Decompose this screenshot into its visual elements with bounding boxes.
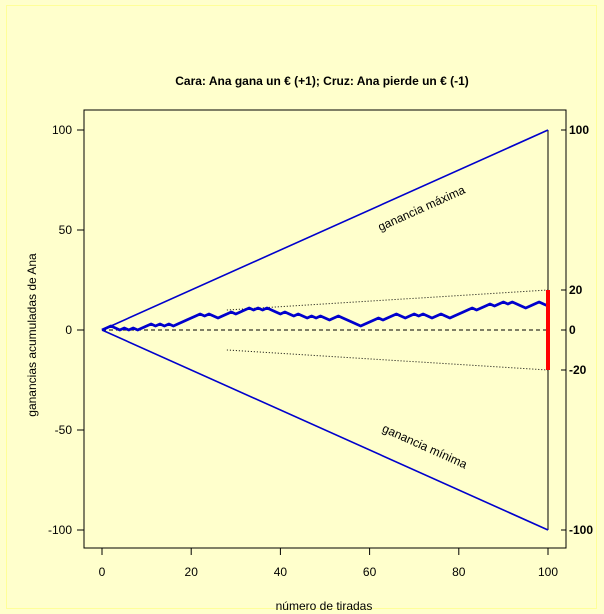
x-tick-label: 40 <box>274 565 288 579</box>
max-gain-line <box>101 129 549 331</box>
min-gain-line <box>101 329 549 531</box>
y-tick-label: 100 <box>52 123 72 137</box>
y-tick-label: -50 <box>55 423 73 437</box>
y-tick-label: 50 <box>59 223 73 237</box>
y-tick-label: 0 <box>65 323 72 337</box>
right-tick-label: 0 <box>569 323 576 337</box>
dotted-lower-bound <box>226 349 549 371</box>
annotation-max-gain: ganancia máxima <box>376 183 468 234</box>
plot-box <box>83 109 567 549</box>
right-tick-label: 100 <box>569 123 589 137</box>
dotted-upper-bound <box>226 289 549 311</box>
series-line <box>101 300 549 332</box>
x-tick-label: 60 <box>363 565 377 579</box>
x-tick-label: 0 <box>99 565 106 579</box>
chart-title: Cara: Ana gana un € (+1); Cruz: Ana pier… <box>175 74 468 88</box>
x-tick-label: 20 <box>185 565 199 579</box>
y-axis-label: ganancias acumuladas de Ana <box>25 253 39 417</box>
chart-frame <box>6 5 597 609</box>
annotation-min-gain: ganancia mínima <box>380 421 469 471</box>
right-tick-label: -100 <box>569 523 593 537</box>
y-tick-label: -100 <box>48 523 72 537</box>
x-tick-label: 80 <box>452 565 466 579</box>
x-axis-label: número de tiradas <box>276 599 373 613</box>
right-tick-label: -20 <box>569 363 587 377</box>
x-tick-label: 100 <box>538 565 558 579</box>
right-tick-label: 20 <box>569 283 583 297</box>
